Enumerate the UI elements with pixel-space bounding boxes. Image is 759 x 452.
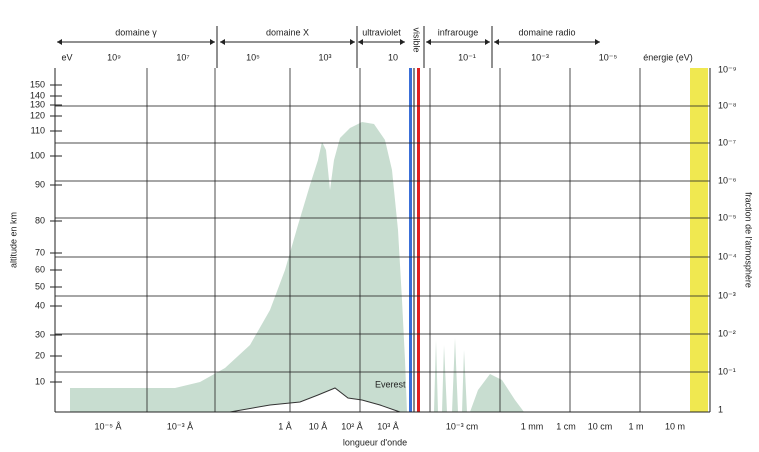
mountain [229, 387, 401, 413]
domain-label: infrarouge [438, 27, 479, 37]
energy-tick-label: 10⁻³ [531, 52, 549, 62]
x-tick-label: 10 cm [588, 421, 613, 431]
annotation: Everest [375, 379, 406, 389]
absorption-infrared [434, 338, 524, 412]
x-tick-label: 10² Å [341, 421, 363, 431]
x-tick-label: 1 cm [556, 421, 576, 431]
visible-red [417, 68, 420, 412]
energy-label: énergie (eV) [643, 52, 693, 62]
energy-tick-label: 10⁻⁵ [599, 52, 618, 62]
x-tick-label: 10 m [665, 421, 685, 431]
y-tick-label: 70 [35, 247, 45, 257]
domain-label: domaine X [266, 27, 309, 37]
y-tick-label: 140 [30, 90, 45, 100]
domain-bg [257, 26, 318, 38]
x-tick-label: 10⁻³ cm [446, 421, 478, 431]
visible-blue [409, 68, 412, 412]
y-tick-label: 110 [31, 125, 45, 135]
x-tick-label: 1 mm [521, 421, 544, 431]
y-tick-label: 50 [35, 281, 45, 291]
x-tick-label: 10³ Å [377, 421, 399, 431]
y-axis-title: altitude en km [8, 212, 18, 268]
arrow-head [358, 39, 405, 45]
y-tick-label: 20 [35, 350, 45, 360]
y-tick-label: 10 [35, 376, 45, 386]
y2-tick-label: 10⁻⁶ [718, 175, 737, 185]
visible-mid [413, 68, 415, 412]
y2-tick-label: 10⁻³ [718, 290, 736, 300]
y-tick-label: 30 [35, 329, 45, 339]
y-tick-label: 90 [35, 179, 45, 189]
y-tick-label: 150 [30, 79, 45, 89]
y-tick-label: 130 [30, 99, 45, 109]
x-tick-label: 1 m [628, 421, 643, 431]
energy-tick-label: 10 [388, 52, 398, 62]
x-tick-label: 10⁻³ Å [167, 421, 193, 431]
x-tick-label: 10 Å [309, 421, 328, 431]
y-tick-label: 60 [35, 264, 45, 274]
y-tick-label: 100 [30, 150, 45, 160]
energy-tick-label: 10⁵ [246, 52, 260, 62]
y-tick-label: 80 [35, 215, 45, 225]
energy-unit: eV [61, 52, 72, 62]
y2-tick-label: 10⁻⁴ [718, 251, 737, 261]
absorption-area [70, 122, 407, 412]
y2-axis-title: fraction de l'atmosphère [744, 192, 754, 288]
y2-tick-label: 1 [718, 404, 723, 414]
y-tick-label: 120 [30, 110, 45, 120]
domain-bg [517, 26, 577, 38]
domain-bg [106, 26, 166, 38]
x-tick-label: 1 Å [278, 421, 292, 431]
domain-label: domaine γ [115, 27, 157, 37]
energy-tick-label: 10⁻¹ [458, 52, 476, 62]
y2-tick-label: 10⁻² [718, 328, 736, 338]
energy-tick-label: 10³ [318, 52, 331, 62]
y2-tick-label: 10⁻¹ [718, 366, 736, 376]
y2-tick-label: 10⁻⁵ [718, 212, 737, 222]
y2-tick-label: 10⁻⁷ [718, 137, 736, 147]
y2-tick-label: 10⁻⁹ [718, 64, 737, 74]
energy-tick-label: 10⁹ [107, 52, 121, 62]
x-axis-title: longueur d'onde [343, 437, 407, 447]
domain-bg [428, 26, 488, 38]
domain-label: visible [412, 27, 422, 52]
y2-tick-label: 10⁻⁸ [718, 100, 737, 110]
y-tick-label: 40 [35, 300, 45, 310]
domain-label: domaine radio [518, 27, 575, 37]
energy-tick-label: 10⁷ [176, 52, 189, 62]
domain-bg [351, 26, 412, 38]
domain-label: ultraviolet [362, 27, 401, 37]
x-tick-label: 10⁻⁵ Å [95, 421, 122, 431]
yellow-band [690, 68, 708, 412]
